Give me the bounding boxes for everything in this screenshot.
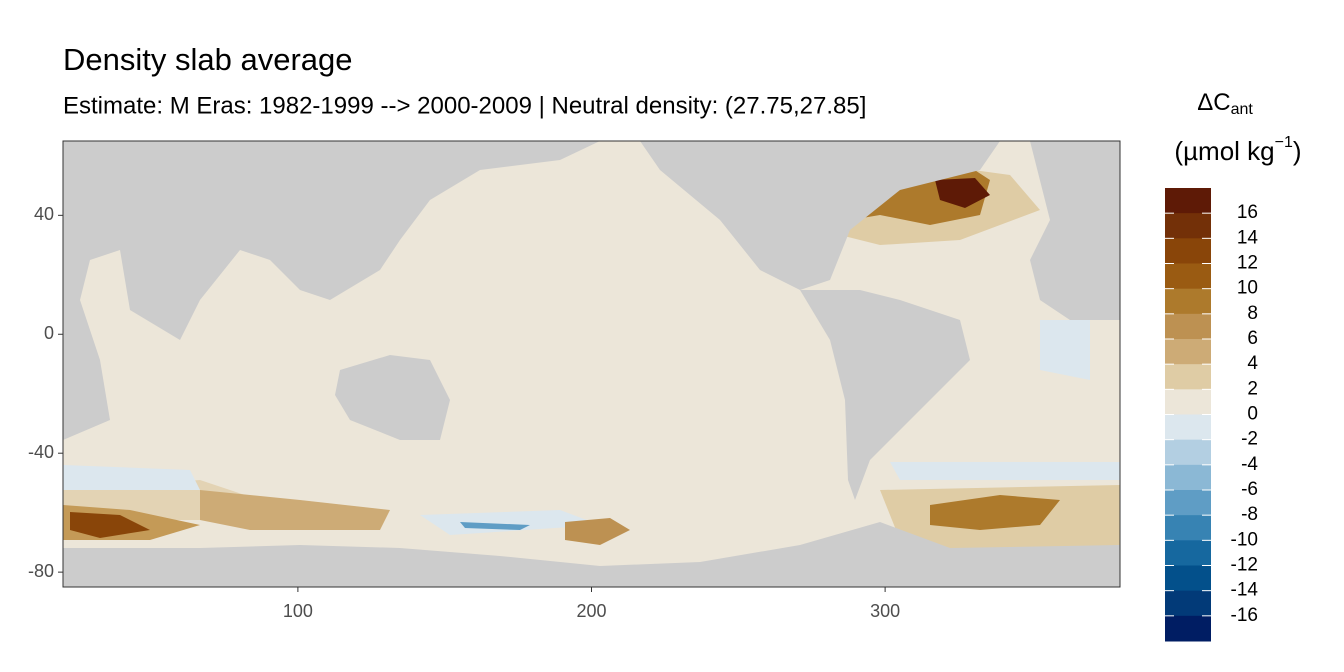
- colorbar-label: -8: [1241, 504, 1258, 525]
- colorbar-swatch: [1165, 565, 1211, 592]
- colorbar-label: -4: [1241, 454, 1258, 475]
- y-tick-label: 40: [34, 204, 54, 224]
- legend-title: ΔCant: [1197, 89, 1253, 118]
- colorbar-swatch: [1165, 515, 1211, 541]
- colorbar-label: 6: [1247, 328, 1258, 349]
- legend-title-sup: −1: [1275, 134, 1293, 151]
- colorbar-label: -10: [1231, 529, 1258, 550]
- land: [1030, 141, 1120, 320]
- colorbar-swatch: [1165, 464, 1211, 491]
- colorbar-swatch: [1165, 389, 1211, 415]
- colorbar-label: 10: [1237, 278, 1258, 299]
- colorbar-swatch: [1165, 364, 1211, 390]
- y-tick-label: -80: [28, 561, 54, 581]
- map: [63, 141, 1120, 587]
- land: [63, 141, 600, 440]
- colorbar-label: 4: [1247, 353, 1258, 374]
- x-tick-label: 300: [870, 601, 900, 621]
- ocean-patch: [935, 178, 990, 208]
- colorbar-label: 2: [1247, 378, 1258, 399]
- land: [800, 290, 970, 500]
- ocean-patch: [1040, 320, 1090, 380]
- colorbar-swatch: [1165, 263, 1211, 290]
- colorbar-swatch: [1165, 590, 1211, 617]
- legend-title-unit: (µmol kg−1): [1174, 134, 1301, 166]
- colorbar-swatch: [1165, 540, 1211, 566]
- y-tick-label: 0: [44, 323, 54, 343]
- legend-title-close: ): [1293, 136, 1302, 166]
- x-tick-label: 200: [576, 601, 606, 621]
- ocean-patch: [565, 518, 630, 545]
- ocean-patch: [70, 512, 150, 538]
- ocean-patch: [930, 495, 1060, 530]
- colorbar-label: 0: [1247, 404, 1258, 425]
- colorbar-label: -6: [1241, 479, 1258, 500]
- colorbar-label: -2: [1241, 429, 1258, 450]
- colorbar-swatch: [1165, 414, 1211, 441]
- ocean-patch: [200, 490, 390, 530]
- legend-title-sub: ant: [1231, 101, 1254, 118]
- colorbar-swatch: [1165, 213, 1211, 239]
- colorbar-swatch: [1165, 288, 1211, 315]
- colorbar-swatch: [1165, 339, 1211, 365]
- ocean-patch: [420, 510, 600, 535]
- y-tick-label: -40: [28, 442, 54, 462]
- land: [335, 355, 450, 440]
- colorbar-swatch: [1165, 490, 1211, 516]
- colorbar-label: -12: [1231, 555, 1258, 576]
- chart-subtitle: Estimate: M Eras: 1982-1999 --> 2000-200…: [63, 92, 866, 119]
- land: [63, 522, 1120, 587]
- colorbar-swatch: [1165, 238, 1211, 264]
- x-tick-label: 100: [283, 601, 313, 621]
- legend-title-main: ΔC: [1197, 89, 1230, 116]
- colorbar-swatch: [1165, 313, 1211, 340]
- ocean-patch: [460, 522, 530, 530]
- land: [640, 141, 1000, 290]
- colorbar-swatch: [1165, 439, 1211, 466]
- colorbar-label: -16: [1231, 605, 1258, 626]
- colorbar-label: 8: [1247, 303, 1258, 324]
- legend-title-unit: (µmol kg: [1174, 136, 1274, 166]
- land: [63, 141, 1120, 587]
- ocean-band: [63, 465, 200, 490]
- colorbar-label: 12: [1237, 253, 1258, 274]
- ocean-patch: [890, 462, 1120, 480]
- colorbar-swatch: [1165, 615, 1211, 642]
- colorbar-label: 14: [1237, 227, 1259, 248]
- colorbar-label: 16: [1237, 202, 1258, 223]
- colorbar-label: -14: [1231, 580, 1259, 601]
- colorbar-swatch: [1165, 188, 1211, 214]
- chart-title: Density slab average: [63, 42, 353, 77]
